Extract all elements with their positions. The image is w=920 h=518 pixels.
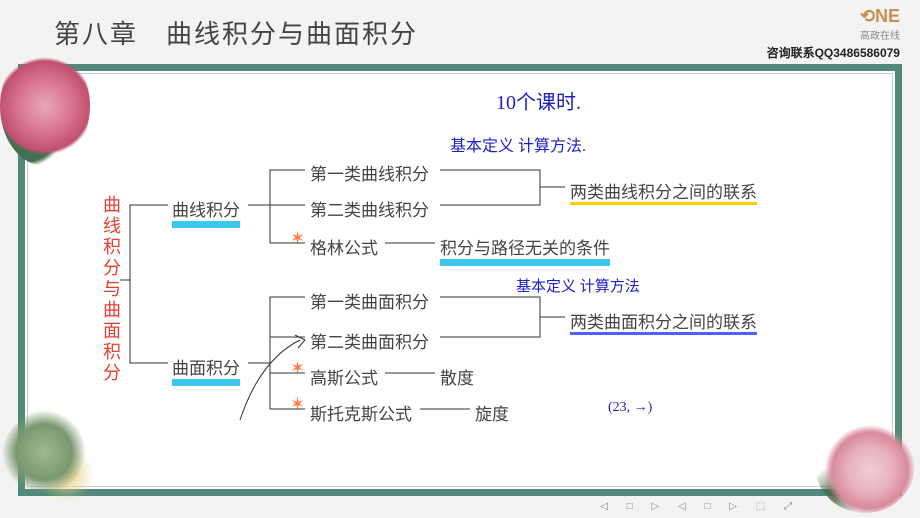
- logo-subtext: 高政在线: [860, 27, 900, 42]
- handnote-def1: 基本定义 计算方法.: [450, 132, 586, 156]
- node-path-independent: 积分与路径无关的条件: [440, 234, 610, 259]
- node-surface-integral: 曲面积分: [172, 354, 240, 379]
- node-green: 格林公式: [310, 234, 378, 259]
- handnote-ref: (23, →): [608, 400, 652, 416]
- node-surf-type1: 第一类曲面积分: [310, 288, 429, 313]
- node-stokes: 斯托克斯公式: [310, 400, 412, 425]
- content-frame: [18, 64, 902, 496]
- node-surf-type2: 第二类曲面积分: [310, 328, 429, 353]
- star-icon: ✶: [290, 394, 305, 415]
- node-line-integral: 曲线积分: [172, 196, 240, 221]
- star-icon: ✶: [290, 358, 305, 379]
- handnote-lessons: 10个课时.: [496, 86, 581, 115]
- node-curl: 旋度: [475, 400, 509, 425]
- tree-root: 曲线积分与曲面积分: [98, 195, 124, 384]
- node-line-type2: 第二类曲线积分: [310, 196, 429, 221]
- nav-controls[interactable]: ◁ □ ▷ ◁ □ ▷ ⬚ ⤢: [600, 501, 800, 512]
- node-line-type1: 第一类曲线积分: [310, 160, 429, 185]
- flower-decoration-bottomleft: [0, 408, 110, 518]
- node-line-relation: 两类曲线积分之间的联系: [570, 178, 757, 203]
- node-surf-relation: 两类曲面积分之间的联系: [570, 308, 757, 333]
- node-divergence: 散度: [440, 364, 474, 389]
- star-icon: ✶: [290, 228, 305, 249]
- logo-icon: ⟲NE: [860, 6, 900, 27]
- node-gauss: 高斯公式: [310, 364, 378, 389]
- logo: ⟲NE 高政在线: [860, 6, 900, 42]
- chapter-title: 第八章 曲线积分与曲面积分: [54, 14, 418, 51]
- contact-text: 咨询联系QQ3486586079: [767, 44, 900, 61]
- handnote-def2: 基本定义 计算方法: [516, 275, 640, 296]
- flower-decoration-topleft: [0, 46, 90, 166]
- flower-decoration-bottomright: [815, 418, 915, 513]
